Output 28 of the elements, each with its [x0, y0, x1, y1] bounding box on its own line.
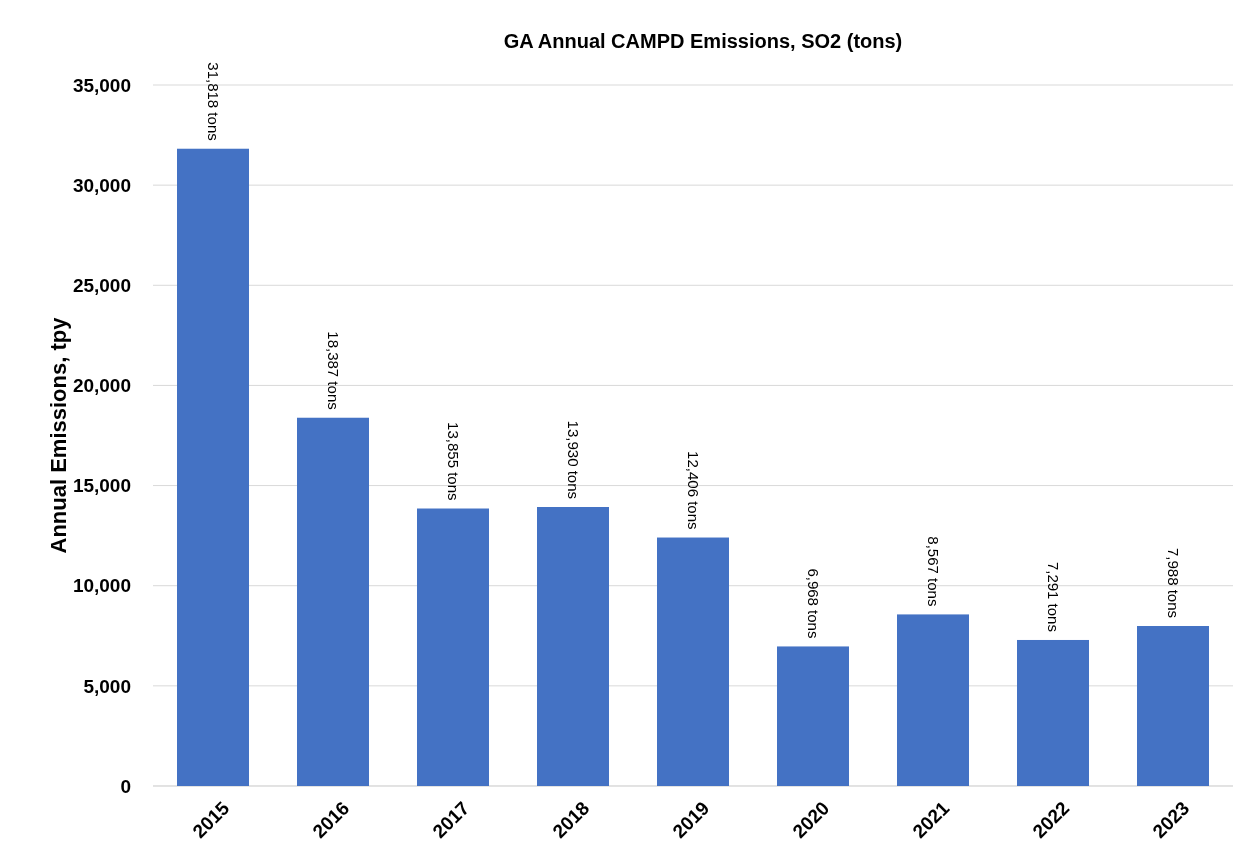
- data-label: 31,818 tons: [204, 62, 222, 141]
- data-label: 7,291 tons: [1044, 561, 1062, 632]
- bar: [537, 507, 609, 786]
- bar: [1017, 639, 1089, 786]
- y-tick-label: 20,000: [72, 375, 131, 397]
- data-label: 18,387 tons: [324, 331, 342, 410]
- chart-title: GA Annual CAMPD Emissions, SO2 (tons): [503, 30, 903, 52]
- bar: [297, 417, 369, 786]
- bar: [177, 148, 249, 786]
- bar: [777, 646, 849, 786]
- bar: [897, 614, 969, 786]
- bar: [1137, 626, 1209, 786]
- y-axis-title: Annual Emissions, tpy: [46, 316, 71, 554]
- y-tick-label: 15,000: [72, 475, 131, 497]
- y-tick-label: 10,000: [72, 575, 131, 597]
- data-label: 6,968 tons: [804, 568, 822, 639]
- data-label: 8,567 tons: [924, 536, 942, 607]
- data-label: 12,406 tons: [684, 451, 702, 530]
- bar: [657, 537, 729, 786]
- data-label: 7,988 tons: [1164, 547, 1182, 619]
- y-tick-label: 5,000: [83, 675, 131, 697]
- data-label: 13,930 tons: [564, 420, 582, 499]
- data-label: 13,855 tons: [444, 422, 462, 501]
- bar: [417, 508, 489, 786]
- y-tick-label: 35,000: [72, 74, 131, 96]
- y-tick-label: 25,000: [72, 274, 131, 296]
- y-tick-label: 0: [120, 775, 131, 797]
- y-tick-label: 30,000: [72, 174, 131, 196]
